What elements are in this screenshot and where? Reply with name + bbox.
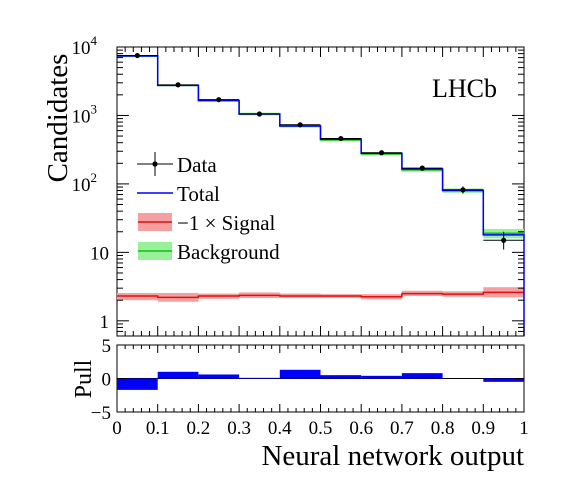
legend-item-signal: −1 × Signal (138, 211, 276, 235)
data-point (501, 237, 507, 243)
pull-y-tick-label: 5 (102, 336, 112, 357)
pull-bar (239, 377, 280, 379)
legend-item-data: Data (137, 152, 217, 177)
pull-bar (198, 374, 240, 379)
pull-bar (320, 375, 362, 379)
x-tick-label: 0.7 (390, 418, 414, 439)
x-tick-label: 0.3 (227, 418, 251, 439)
x-tick-label: 0.2 (187, 418, 211, 439)
pull-bar (117, 378, 158, 390)
y-tick-label: 1 (100, 312, 110, 333)
data-point (338, 135, 344, 142)
data-point (378, 150, 385, 156)
y-tick-base: 10 (72, 106, 91, 127)
lhcb-annotation: LHCb (432, 74, 497, 103)
x-tick-label: 0 (112, 418, 122, 439)
pull-bar (157, 371, 199, 379)
data-point (419, 165, 425, 171)
signal-line (117, 291, 524, 299)
data-point (134, 52, 140, 59)
x-tick-label: 0.4 (268, 418, 292, 439)
pull-y-tick-label: 0 (102, 370, 112, 391)
data-point (216, 97, 222, 103)
y-tick-label: 104 (72, 33, 98, 59)
pull-y-tick-label: −5 (91, 403, 111, 424)
data-point (297, 122, 303, 128)
lower-plot-content (117, 369, 524, 390)
data-point (256, 111, 263, 117)
legend-item-total: Total (137, 182, 220, 206)
upper-plot-content (117, 52, 525, 336)
y-tick-exponent: 4 (91, 33, 98, 48)
x-tick-label: 0.8 (431, 418, 455, 439)
pull-axis-label: Pull (71, 359, 97, 398)
x-tick-label: 1 (519, 418, 529, 439)
y-tick-label: 10 (90, 243, 109, 264)
legend-label: −1 × Signal (177, 211, 276, 235)
data-point (175, 82, 181, 88)
pull-bar (279, 369, 321, 379)
total-line (117, 55, 525, 336)
legend-data-marker (152, 161, 158, 167)
y-tick-base: 10 (72, 38, 91, 59)
y-axis-label: Candidates (42, 54, 74, 183)
y-tick-label: 103 (72, 101, 98, 127)
legend-item-background: Background (138, 240, 280, 264)
legend-label: Background (177, 240, 280, 264)
x-tick-label: 0.9 (471, 418, 495, 439)
pull-bar (401, 373, 443, 379)
y-tick-base: 10 (72, 175, 91, 196)
y-tick-label: 102 (72, 170, 98, 196)
y-tick-exponent: 2 (91, 170, 98, 185)
legend-label: Data (177, 153, 217, 177)
x-tick-label: 0.5 (309, 418, 333, 439)
legend: Data Total −1 × Signal Background (137, 152, 280, 264)
pull-bar (361, 375, 402, 379)
x-tick-label: 0.1 (146, 418, 170, 439)
data-point (460, 187, 466, 193)
y-tick-exponent: 3 (91, 101, 98, 116)
pull-bar (483, 378, 524, 382)
x-axis-label: Neural network output (261, 440, 524, 472)
legend-label: Total (177, 182, 220, 206)
x-tick-label: 0.6 (349, 418, 373, 439)
